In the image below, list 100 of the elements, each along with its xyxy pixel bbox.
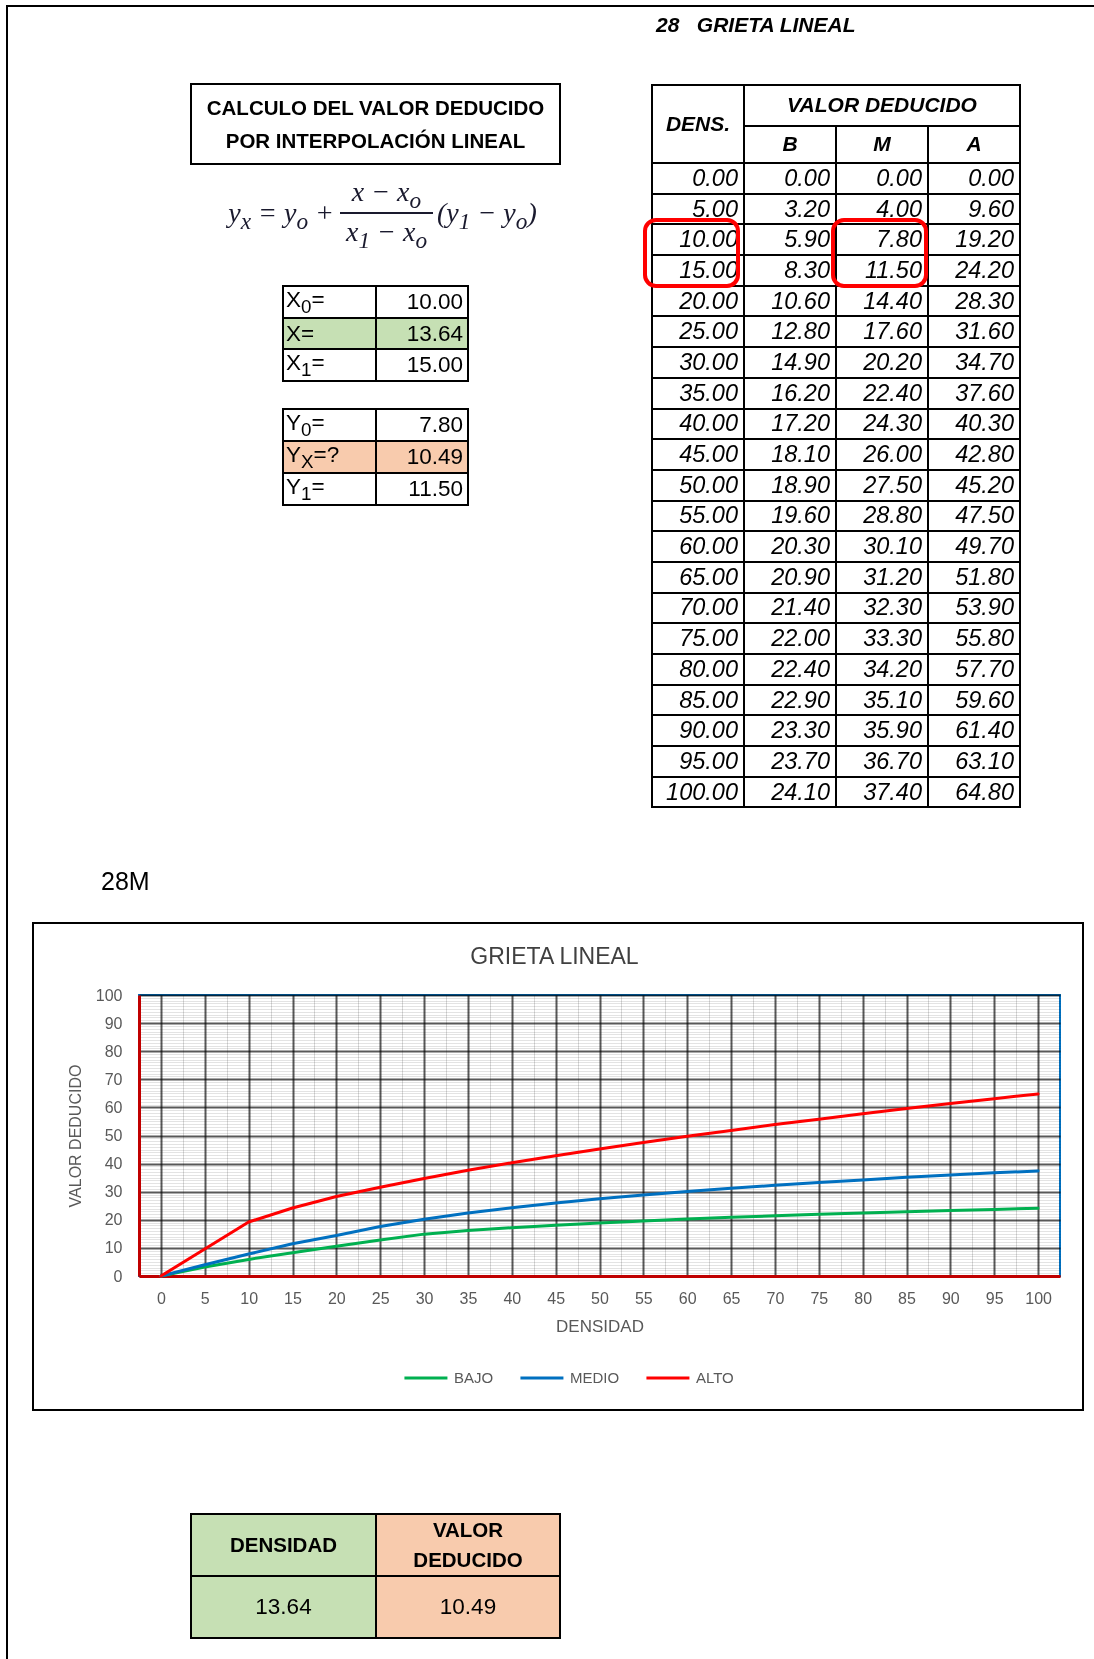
x-tick-label: 40 xyxy=(503,1289,522,1307)
text: y$_{x}$ = y$_{o}$ + xyxy=(228,197,334,234)
data-label: 22.90 xyxy=(744,684,836,716)
x-tick-label: 10 xyxy=(240,1289,259,1307)
data-label: 31.20 xyxy=(836,561,928,593)
line-series xyxy=(159,1092,1040,1278)
text: 10.49 xyxy=(376,1576,560,1638)
data-label: 0.00 xyxy=(836,163,928,194)
x-tick-label: 20 xyxy=(327,1289,346,1307)
text: x$_{1}$ − x$_{o}$ xyxy=(344,216,429,253)
y-tick-label: 40.00 xyxy=(652,408,744,440)
data-label: 33.30 xyxy=(836,623,928,654)
data-label: 37.40 xyxy=(836,776,928,808)
data-label: 28.30 xyxy=(928,285,1021,317)
data-label: 7.80 xyxy=(836,224,928,256)
y-tick-label: 30 xyxy=(104,1183,123,1201)
data-label: 14.40 xyxy=(836,285,928,317)
y-axis-title: VALOR DEDUCIDO xyxy=(66,1064,84,1208)
x-tick-label: 70 xyxy=(766,1289,785,1307)
x-axis-title: DENSIDAD xyxy=(556,1316,644,1336)
data-label: 57.70 xyxy=(928,654,1021,685)
text: 7.80 xyxy=(376,409,468,442)
x-tick-label: M xyxy=(836,126,928,163)
data-label: 30.10 xyxy=(836,531,928,562)
data-label: 35.90 xyxy=(836,715,928,747)
data-label: 42.80 xyxy=(928,439,1021,470)
text: X$_{0}$= xyxy=(283,286,376,319)
data-label: 59.60 xyxy=(928,684,1021,716)
x-tick-label: 75 xyxy=(810,1289,829,1307)
data-label: 61.40 xyxy=(928,715,1021,747)
text: X= xyxy=(283,318,376,350)
x-tick-label: 55 xyxy=(634,1289,653,1307)
y-tick-label: 60.00 xyxy=(652,531,744,562)
data-label: 40.30 xyxy=(928,408,1021,440)
data-label: 26.00 xyxy=(836,439,928,470)
data-label: 12.80 xyxy=(744,316,836,348)
data-label: 34.20 xyxy=(836,654,928,685)
data-label: 47.50 xyxy=(928,500,1021,532)
x-tick-label: 90 xyxy=(941,1289,960,1307)
x-tick-label: 80 xyxy=(854,1289,873,1307)
data-label: 18.10 xyxy=(744,439,836,470)
data-label: 3.20 xyxy=(744,193,836,225)
text: 11.50 xyxy=(376,473,468,506)
y-tick-label: 20 xyxy=(104,1211,123,1229)
data-label: 10.60 xyxy=(744,285,836,317)
data-label: 64.80 xyxy=(928,776,1021,808)
y-tick-label: 45.00 xyxy=(652,439,744,470)
y-tick-label: 90.00 xyxy=(652,715,744,747)
text: x − x$_{o}$ xyxy=(350,176,423,213)
data-label: 11.50 xyxy=(836,255,928,286)
data-label: 63.10 xyxy=(928,746,1021,777)
data-label: 24.10 xyxy=(744,776,836,808)
x-tick-label: 5 xyxy=(200,1289,210,1307)
y-tick-label: 65.00 xyxy=(652,561,744,593)
data-label: 20.90 xyxy=(744,561,836,593)
data-label: 35.10 xyxy=(836,684,928,716)
data-label: 4.00 xyxy=(836,193,928,225)
y-tick-label: 80.00 xyxy=(652,654,744,685)
data-label: 5.90 xyxy=(744,224,836,256)
text: 15.00 xyxy=(376,349,468,382)
data-label: 32.30 xyxy=(836,592,928,624)
data-label: 22.40 xyxy=(836,377,928,409)
y-tick-label: 80 xyxy=(104,1042,123,1060)
data-label: 55.80 xyxy=(928,623,1021,654)
data-label: 18.90 xyxy=(744,469,836,501)
data-label: 28.80 xyxy=(836,500,928,532)
x-tick-label: 0 xyxy=(156,1289,166,1307)
text: DENSIDAD xyxy=(191,1514,376,1576)
data-label: 23.30 xyxy=(744,715,836,747)
x-tick-label: 35 xyxy=(459,1289,478,1307)
data-label: 17.20 xyxy=(744,408,836,440)
data-label: 8.30 xyxy=(744,255,836,286)
y-tick-label: 40 xyxy=(104,1155,123,1173)
y-tick-label: 95.00 xyxy=(652,746,744,777)
data-label: 22.00 xyxy=(744,623,836,654)
y-tick-label: 35.00 xyxy=(652,377,744,409)
x-tick-label: 100 xyxy=(1025,1289,1053,1307)
y-tick-label: 100 xyxy=(95,986,123,1004)
y-tick-label: 50.00 xyxy=(652,469,744,501)
data-label: 16.20 xyxy=(744,377,836,409)
data-label: 22.40 xyxy=(744,654,836,685)
y-tick-label: 20.00 xyxy=(652,285,744,317)
legend-label: MEDIO xyxy=(569,1369,620,1386)
x-tick-label: 30 xyxy=(415,1289,434,1307)
y-tick-label: 55.00 xyxy=(652,500,744,532)
text: 13.64 xyxy=(191,1576,376,1638)
data-label: 9.60 xyxy=(928,193,1021,225)
data-label: 19.60 xyxy=(744,500,836,532)
legend-label: BAJO xyxy=(453,1369,494,1386)
y-tick-label: 5.00 xyxy=(652,193,744,225)
text: X$_{1}$= xyxy=(283,349,376,382)
data-label: 0.00 xyxy=(928,163,1021,194)
text: 28M xyxy=(101,867,150,895)
x-tick-label: A xyxy=(928,126,1021,163)
y-axis-title: DENS. xyxy=(652,85,744,163)
data-label: 0.00 xyxy=(744,163,836,194)
x-tick-label: B xyxy=(744,126,836,163)
legend-label: ALTO xyxy=(695,1369,734,1386)
y-tick-label: 0.00 xyxy=(652,163,744,194)
data-label: 27.50 xyxy=(836,469,928,501)
